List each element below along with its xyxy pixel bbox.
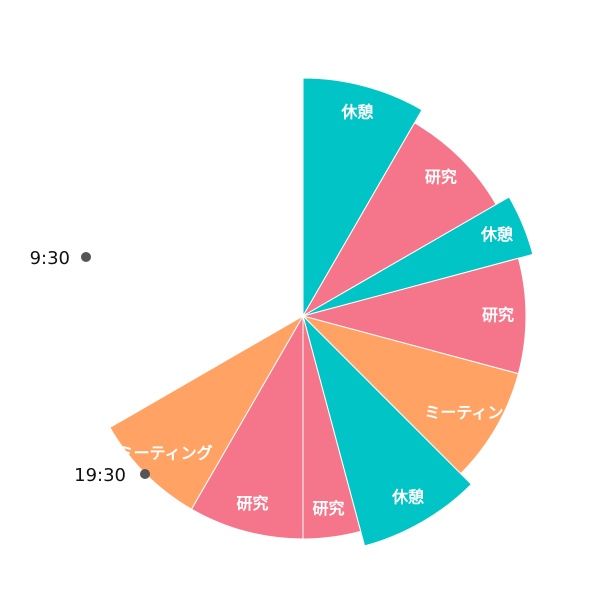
pie-slice-break [302,314,472,547]
pie-slice-break [302,196,534,317]
slice-label-meeting: ミーティング [424,403,519,422]
end-time-label: 19:30 [74,465,126,486]
slice-label-research: 研究 [312,499,344,518]
slice-label-research: 研究 [482,306,514,325]
slice-label-research: 研究 [237,494,269,513]
start-time-marker [81,252,91,262]
end-time-marker [140,469,150,479]
pie-slice-research [301,122,497,318]
slice-label-break: 休憩 [340,103,373,122]
slice-label-break: 休憩 [391,487,424,506]
pie-slice-meeting [301,315,520,475]
slice-label-break: 休憩 [480,225,513,244]
slice-label-research: 研究 [425,168,457,187]
pie-slice-research [301,257,527,375]
pie-slice-research [190,314,304,540]
pie-slice-break [302,77,423,318]
start-time-label: 9:30 [30,248,70,269]
slices-layer [109,77,534,547]
slice-label-meeting: ミーティング [118,443,213,462]
time-markers-layer: 9:30 19:30 [30,248,150,486]
